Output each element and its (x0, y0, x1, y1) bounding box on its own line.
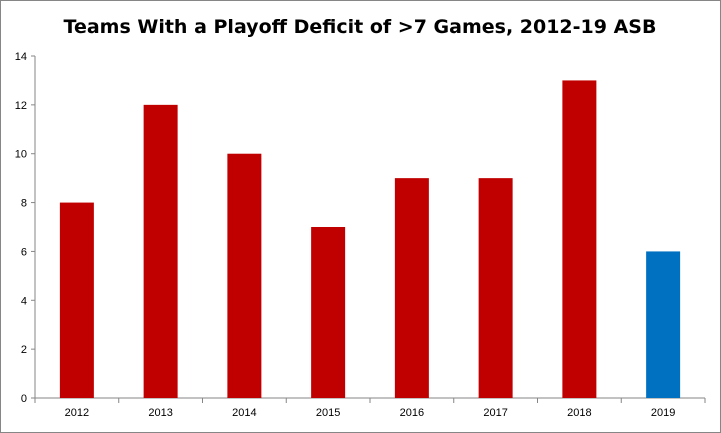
bar-2014 (227, 153, 262, 398)
x-tick-label: 2015 (316, 407, 340, 419)
chart-title: Teams With a Playoff Deficit of >7 Games… (64, 16, 657, 38)
x-tick-labels: 2012 2013 2014 2015 2016 2017 2018 2019 (65, 407, 676, 419)
y-tick-label: 0 (21, 393, 27, 405)
bar-2015 (311, 227, 346, 398)
bar-2019 (646, 251, 681, 398)
y-tick-label: 12 (15, 100, 27, 112)
x-tick-label: 2016 (400, 407, 424, 419)
bars (59, 80, 681, 398)
bar-2016 (394, 178, 429, 398)
y-tick-label: 6 (21, 246, 27, 258)
y-tick-label: 10 (15, 149, 27, 161)
axes (31, 55, 706, 403)
y-tick-label: 4 (21, 295, 27, 307)
x-tick-label: 2014 (232, 407, 256, 419)
x-tick-label: 2018 (567, 407, 591, 419)
y-tick-label: 8 (21, 198, 27, 210)
y-tick-labels: 0 2 4 6 8 10 12 14 (15, 51, 27, 405)
x-tick-label: 2019 (651, 407, 675, 419)
y-tick-label: 2 (21, 344, 27, 356)
y-tick-label: 14 (15, 51, 27, 63)
bar-2018 (562, 80, 597, 398)
bar-2017 (478, 178, 513, 398)
x-tick-label: 2012 (65, 407, 89, 419)
bar-2013 (143, 104, 178, 398)
x-tick-label: 2013 (148, 407, 172, 419)
bar-2012 (59, 202, 94, 398)
x-tick-label: 2017 (483, 407, 507, 419)
